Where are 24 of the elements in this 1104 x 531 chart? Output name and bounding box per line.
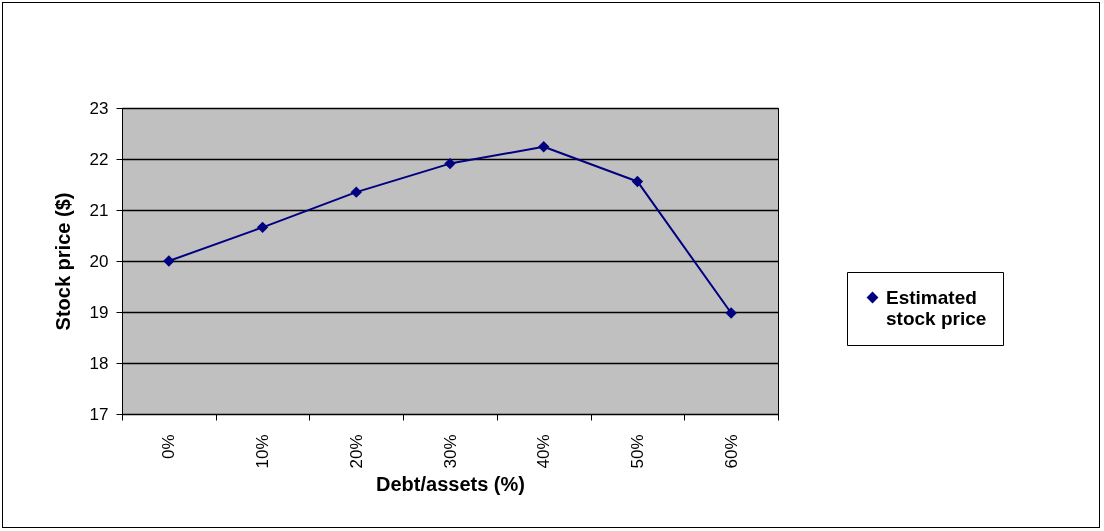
x-tick-label: 40%	[534, 434, 554, 469]
y-tick-label: 22	[89, 149, 109, 169]
x-tick-label: 10%	[253, 434, 273, 469]
point	[538, 141, 550, 153]
legend-label: Estimated stock price	[886, 286, 987, 329]
y-tick-label: 20	[89, 251, 109, 271]
point	[256, 221, 269, 234]
point	[350, 186, 362, 198]
y-tick-label: 17	[89, 404, 109, 424]
x-tick-label: 0%	[159, 434, 179, 460]
point	[725, 307, 737, 319]
x-tick-label: 50%	[627, 434, 647, 469]
y-axis-title: Stock price ($)	[51, 192, 74, 331]
y-tick-label: 18	[89, 353, 109, 373]
point	[631, 175, 644, 188]
point	[163, 255, 175, 267]
x-axis-title: Debt/assets (%)	[376, 472, 525, 495]
point	[444, 157, 456, 170]
x-tick-label: 60%	[721, 434, 741, 469]
y-tick-label: 21	[89, 200, 109, 220]
y-tick-label: 19	[89, 302, 109, 322]
x-tick-label: 30%	[440, 434, 460, 469]
x-tick-label: 20%	[346, 434, 366, 469]
y-tick-label: 23	[89, 98, 109, 118]
